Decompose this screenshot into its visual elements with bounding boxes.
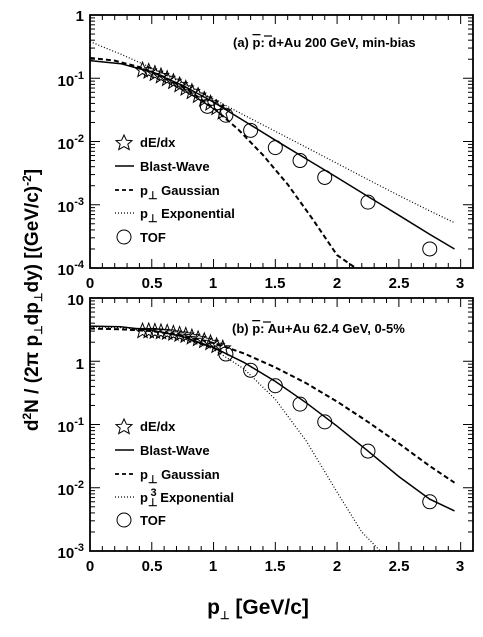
panel-b-x-tick-labels: 0 0.5 1 1.5 2 2.5 3 <box>86 558 464 575</box>
legend-label: TOF <box>140 513 166 528</box>
x-tick-label: 1.5 <box>265 558 286 575</box>
x-tick-label: 3 <box>456 275 464 292</box>
x-tick-label: 1.5 <box>265 275 286 292</box>
y-tick-label: 1 <box>76 8 84 25</box>
legend-label: dE/dx <box>140 135 176 150</box>
panel-b-annotation: (b) p: Au+Au 62.4 GeV, 0-5% <box>232 321 405 336</box>
x-tick-label: 3 <box>456 558 464 575</box>
x-tick-label: 0.5 <box>142 558 163 575</box>
x-tick-label: 2.5 <box>389 558 410 575</box>
y-tick-label: 10 <box>67 292 84 309</box>
legend-label: dE/dx <box>140 419 176 434</box>
legend-label: TOF <box>140 230 166 245</box>
x-tick-label: 2 <box>333 558 341 575</box>
x-tick-label: 0.5 <box>142 275 163 292</box>
y-tick-label: 1 <box>76 356 84 373</box>
x-tick-label: 2.5 <box>389 275 410 292</box>
legend-label: Blast-Wave <box>140 443 210 458</box>
panel-a-annotation: (a) p: d+Au 200 GeV, min-bias <box>233 35 416 50</box>
x-tick-label: 1 <box>209 558 217 575</box>
x-tick-label: 1 <box>209 275 217 292</box>
x-tick-label: 0 <box>86 275 94 292</box>
x-tick-label: 0 <box>86 558 94 575</box>
x-tick-label: 2 <box>333 275 341 292</box>
legend-label: Blast-Wave <box>140 159 210 174</box>
panel-a-x-tick-labels: 0 0.5 1 1.5 2 2.5 3 <box>86 275 464 292</box>
